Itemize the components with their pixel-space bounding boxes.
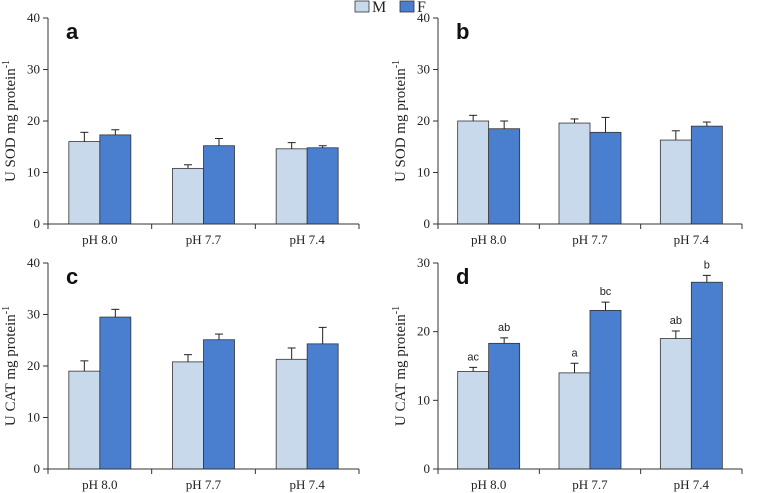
legend-label-m: M [372, 0, 386, 16]
y-tick-label: 0 [34, 461, 41, 476]
y-tick-label: 10 [27, 410, 40, 425]
y-tick-label: 10 [417, 392, 430, 407]
y-axis-label: U SOD mg protein-1 [391, 60, 409, 182]
x-tick-label: pH 7.4 [289, 477, 325, 492]
bar-f-1 [488, 128, 521, 225]
y-tick-label: 10 [27, 165, 40, 180]
bar-f-3 [306, 147, 339, 225]
legend-swatch-m [354, 0, 370, 13]
y-tick-label: 20 [27, 358, 40, 373]
bar-m-2 [172, 167, 204, 225]
y-axis-label-superscript: -1 [1, 60, 12, 68]
x-tick-label: pH 8.0 [471, 232, 506, 247]
panel-label-b: b [456, 19, 469, 44]
x-tick-label: pH 8.0 [82, 477, 117, 492]
y-tick-label: 40 [417, 10, 430, 25]
bar-m-1 [457, 120, 490, 225]
bar-m-1 [457, 371, 490, 470]
y-tick-label: 0 [34, 216, 41, 231]
panel-c: 0 10 20 30 40 pH 8.0 pH 7.7 pH 7.4 U CAT mg prot… [1, 255, 360, 492]
y-axis-label: U SOD mg protein-1 [1, 60, 19, 182]
y-axis-label-superscript: -1 [391, 60, 402, 68]
x-tick-label: pH 8.0 [82, 232, 117, 247]
significance-label: a [571, 347, 578, 359]
panel-label-a: a [66, 19, 79, 44]
x-tick-label: pH 7.7 [572, 477, 608, 492]
y-tick-label: 0 [424, 216, 431, 231]
y-tick-label: 30 [27, 307, 40, 322]
bar-m-1 [68, 141, 101, 225]
panel-b: 0 10 20 30 40 pH 8.0 pH 7.7 pH 7.4 U SOD mg prot… [391, 10, 743, 247]
y-tick-label: 0 [424, 461, 431, 476]
bar-f-3 [306, 343, 339, 470]
panel-a: 0 10 20 30 40 pH 8.0 pH 7.7 pH 7.4 U SOD mg prot… [1, 10, 360, 247]
chart-panels: 0 10 20 30 40 pH 8.0 pH 7.7 pH 7.4 U SOD mg prot… [1, 10, 743, 492]
bar-m-3 [659, 139, 692, 225]
y-tick-label: 20 [27, 113, 40, 128]
y-tick-label: 10 [417, 165, 430, 180]
bar-m-2 [172, 361, 204, 470]
y-axis-label-superscript: -1 [1, 306, 12, 314]
bar-f-2 [203, 339, 235, 470]
y-tick-label: 20 [417, 113, 430, 128]
bar-f-2 [589, 131, 622, 225]
bar-m-2 [558, 372, 591, 470]
x-tick-label: pH 7.7 [572, 232, 608, 247]
bar-f-2 [589, 309, 622, 470]
significance-label: ab [498, 322, 510, 334]
y-tick-label: 30 [417, 255, 430, 270]
bar-f-1 [99, 134, 132, 225]
panel-label-c: c [66, 264, 78, 289]
significance-label: b [704, 259, 710, 271]
y-axis-label: U CAT mg protein-1 [391, 306, 409, 426]
x-tick-label: pH 7.7 [186, 232, 222, 247]
bar-f-1 [488, 342, 521, 470]
bar-m-3 [275, 358, 308, 470]
legend-swatch-f [399, 0, 415, 13]
y-tick-label: 30 [417, 62, 430, 77]
significance-label: ac [467, 351, 479, 363]
bar-f-2 [203, 145, 235, 225]
x-tick-label: pH 7.4 [674, 477, 710, 492]
y-tick-label: 40 [27, 10, 40, 25]
bar-f-3 [690, 281, 723, 470]
legend-label-f: F [417, 0, 426, 16]
y-axis-label-superscript: -1 [391, 306, 402, 314]
bar-f-1 [99, 316, 132, 470]
panel-d: 0 10 20 30 ac ab a bc ab b pH 8.0 pH 7.7 pH 7.4 U CAT… [391, 255, 743, 492]
significance-label: bc [600, 286, 612, 298]
legend: M F [354, 0, 426, 16]
y-tick-label: 30 [27, 62, 40, 77]
x-tick-label: pH 7.4 [289, 232, 325, 247]
bar-m-3 [659, 338, 692, 470]
panel-label-d: d [456, 264, 469, 289]
bar-m-1 [68, 370, 101, 470]
x-tick-label: pH 8.0 [471, 477, 506, 492]
bar-f-3 [690, 125, 723, 225]
bar-m-3 [275, 148, 308, 225]
x-tick-label: pH 7.4 [674, 232, 710, 247]
bar-m-2 [558, 122, 591, 225]
y-tick-label: 40 [27, 255, 40, 270]
y-tick-label: 20 [417, 324, 430, 339]
y-axis-label: U CAT mg protein-1 [1, 306, 19, 426]
significance-label: ab [670, 315, 682, 327]
x-tick-label: pH 7.7 [186, 477, 222, 492]
